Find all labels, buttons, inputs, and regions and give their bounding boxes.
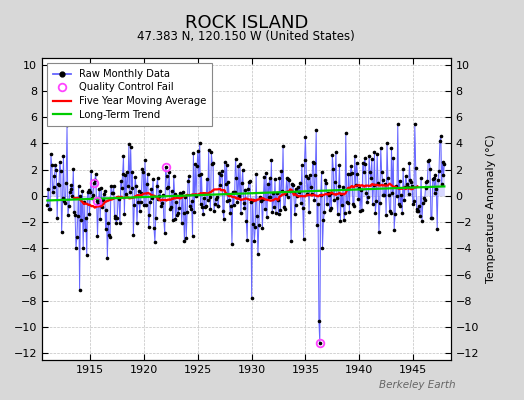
Legend: Raw Monthly Data, Quality Control Fail, Five Year Moving Average, Long-Term Tren: Raw Monthly Data, Quality Control Fail, … [47,63,212,126]
Text: 47.383 N, 120.150 W (United States): 47.383 N, 120.150 W (United States) [137,30,355,43]
Text: ROCK ISLAND: ROCK ISLAND [184,14,308,32]
Text: Berkeley Earth: Berkeley Earth [379,380,456,390]
Y-axis label: Temperature Anomaly (°C): Temperature Anomaly (°C) [486,135,496,283]
